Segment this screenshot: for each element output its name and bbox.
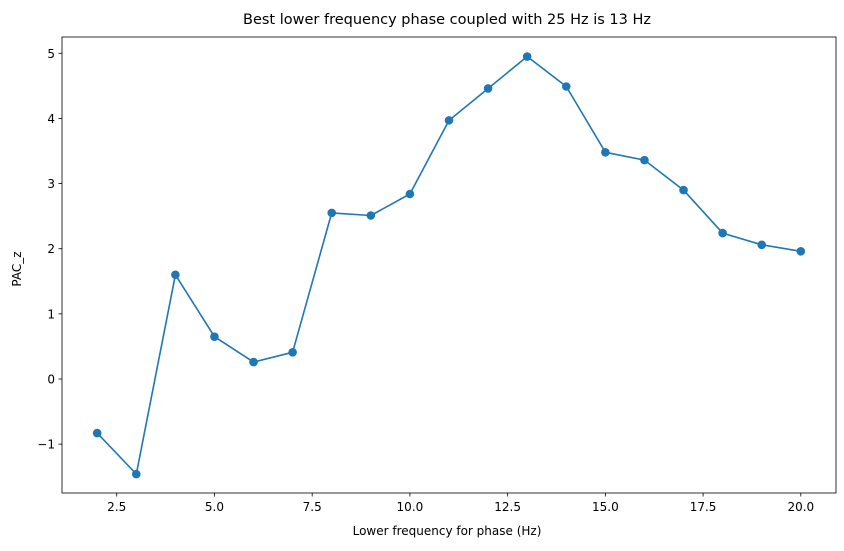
data-point — [327, 208, 337, 218]
x-tick-label: 2.5 — [107, 500, 126, 514]
data-point — [561, 82, 571, 91]
data-point — [210, 332, 219, 341]
x-tick-label: 7.5 — [303, 500, 322, 514]
x-tick-label: 15.0 — [592, 500, 619, 514]
plot-area — [61, 36, 837, 494]
y-tick-label: 3 — [47, 177, 55, 191]
data-point — [444, 116, 454, 125]
y-axis-label: PAC_z — [10, 251, 24, 286]
data-point — [92, 428, 102, 438]
data-point — [405, 189, 415, 199]
y-axis: −1 0 1 2 3 4 5 — [37, 47, 62, 452]
data-point — [171, 270, 180, 280]
x-tick-label: 10.0 — [397, 500, 424, 514]
data-point — [601, 148, 610, 157]
x-tick-label: 12.5 — [494, 500, 521, 514]
x-tick-label: 20.0 — [787, 500, 814, 514]
data-point — [679, 185, 688, 195]
x-tick-label: 17.5 — [690, 500, 717, 514]
y-tick-label: −1 — [37, 438, 55, 452]
data-point — [131, 469, 141, 479]
y-tick-label: 0 — [47, 373, 55, 387]
x-axis-label: Lower frequency for phase (Hz) — [353, 524, 542, 538]
plot-frame — [61, 36, 837, 494]
data-point — [522, 52, 532, 61]
chart-title: Best lower frequency phase coupled with … — [243, 12, 651, 28]
data-point — [483, 84, 493, 93]
x-tick-label: 5.0 — [205, 500, 224, 514]
y-tick-label: 1 — [47, 307, 55, 321]
data-point — [718, 228, 727, 238]
y-tick-label: 2 — [47, 242, 55, 256]
data-point — [249, 357, 258, 367]
data-point — [640, 155, 649, 165]
x-axis: 2.5 5.0 7.5 10.0 12.5 15.0 17.5 20.0 — [107, 493, 814, 514]
y-tick-label: 4 — [47, 112, 55, 126]
data-point — [796, 247, 806, 256]
data-point — [288, 347, 297, 357]
y-tick-label: 5 — [47, 47, 55, 61]
data-point — [366, 211, 376, 220]
data-point — [757, 240, 767, 250]
